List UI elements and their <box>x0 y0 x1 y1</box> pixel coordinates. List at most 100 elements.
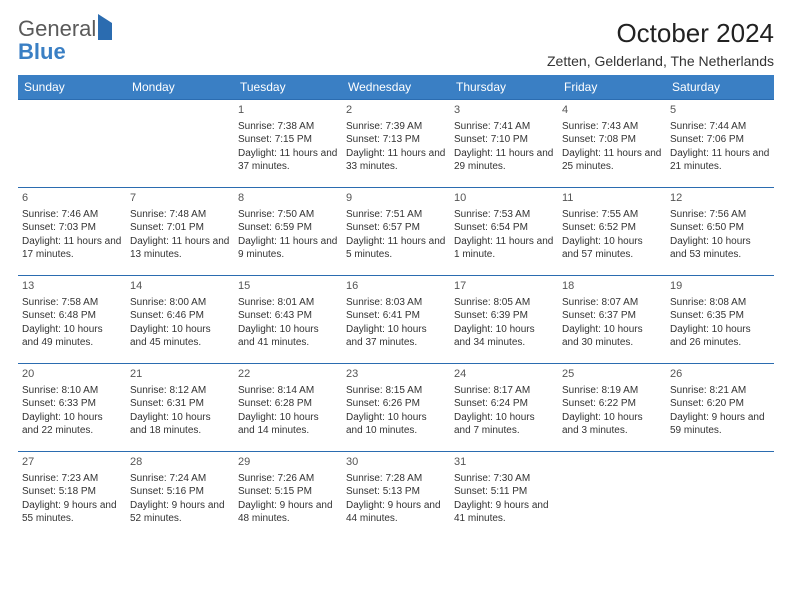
day-number: 22 <box>238 367 338 382</box>
day-number: 28 <box>130 455 230 470</box>
sunset-line: Sunset: 6:22 PM <box>562 397 662 411</box>
sunrise-line: Sunrise: 8:10 AM <box>22 384 122 398</box>
calendar-cell: 25Sunrise: 8:19 AMSunset: 6:22 PMDayligh… <box>558 364 666 452</box>
sunrise-line: Sunrise: 7:50 AM <box>238 208 338 222</box>
calendar-cell: 29Sunrise: 7:26 AMSunset: 5:15 PMDayligh… <box>234 452 342 540</box>
day-number: 23 <box>346 367 446 382</box>
day-number: 20 <box>22 367 122 382</box>
daylight-line: Daylight: 10 hours and 53 minutes. <box>670 235 770 262</box>
sunrise-line: Sunrise: 7:26 AM <box>238 472 338 486</box>
daylight-line: Daylight: 11 hours and 1 minute. <box>454 235 554 262</box>
calendar-cell: 5Sunrise: 7:44 AMSunset: 7:06 PMDaylight… <box>666 100 774 188</box>
sunrise-line: Sunrise: 7:23 AM <box>22 472 122 486</box>
sunrise-line: Sunrise: 7:56 AM <box>670 208 770 222</box>
day-number: 30 <box>346 455 446 470</box>
calendar-cell: 7Sunrise: 7:48 AMSunset: 7:01 PMDaylight… <box>126 188 234 276</box>
sunrise-line: Sunrise: 8:05 AM <box>454 296 554 310</box>
sunrise-line: Sunrise: 7:24 AM <box>130 472 230 486</box>
calendar-cell <box>126 100 234 188</box>
sunset-line: Sunset: 6:37 PM <box>562 309 662 323</box>
calendar-cell: 16Sunrise: 8:03 AMSunset: 6:41 PMDayligh… <box>342 276 450 364</box>
sunset-line: Sunset: 6:26 PM <box>346 397 446 411</box>
logo: General Blue <box>18 18 112 64</box>
sunset-line: Sunset: 6:39 PM <box>454 309 554 323</box>
calendar-cell: 12Sunrise: 7:56 AMSunset: 6:50 PMDayligh… <box>666 188 774 276</box>
day-number: 10 <box>454 191 554 206</box>
daylight-line: Daylight: 11 hours and 21 minutes. <box>670 147 770 174</box>
calendar-cell: 4Sunrise: 7:43 AMSunset: 7:08 PMDaylight… <box>558 100 666 188</box>
day-number: 18 <box>562 279 662 294</box>
day-header: Wednesday <box>342 75 450 100</box>
calendar-cell: 22Sunrise: 8:14 AMSunset: 6:28 PMDayligh… <box>234 364 342 452</box>
sunrise-line: Sunrise: 7:51 AM <box>346 208 446 222</box>
sunset-line: Sunset: 7:10 PM <box>454 133 554 147</box>
calendar-cell: 1Sunrise: 7:38 AMSunset: 7:15 PMDaylight… <box>234 100 342 188</box>
day-number: 29 <box>238 455 338 470</box>
sunset-line: Sunset: 6:50 PM <box>670 221 770 235</box>
sunset-line: Sunset: 6:57 PM <box>346 221 446 235</box>
calendar-row: 6Sunrise: 7:46 AMSunset: 7:03 PMDaylight… <box>18 188 774 276</box>
calendar-cell: 24Sunrise: 8:17 AMSunset: 6:24 PMDayligh… <box>450 364 558 452</box>
title-block: October 2024 Zetten, Gelderland, The Net… <box>547 18 774 69</box>
calendar-cell: 14Sunrise: 8:00 AMSunset: 6:46 PMDayligh… <box>126 276 234 364</box>
daylight-line: Daylight: 10 hours and 41 minutes. <box>238 323 338 350</box>
sunset-line: Sunset: 5:16 PM <box>130 485 230 499</box>
day-number: 1 <box>238 103 338 118</box>
day-header: Thursday <box>450 75 558 100</box>
calendar-cell: 31Sunrise: 7:30 AMSunset: 5:11 PMDayligh… <box>450 452 558 540</box>
sunset-line: Sunset: 6:33 PM <box>22 397 122 411</box>
sunrise-line: Sunrise: 8:03 AM <box>346 296 446 310</box>
calendar-cell: 11Sunrise: 7:55 AMSunset: 6:52 PMDayligh… <box>558 188 666 276</box>
calendar-cell: 6Sunrise: 7:46 AMSunset: 7:03 PMDaylight… <box>18 188 126 276</box>
day-number: 13 <box>22 279 122 294</box>
calendar-row: 13Sunrise: 7:58 AMSunset: 6:48 PMDayligh… <box>18 276 774 364</box>
calendar-table: SundayMondayTuesdayWednesdayThursdayFrid… <box>18 75 774 540</box>
calendar-cell: 10Sunrise: 7:53 AMSunset: 6:54 PMDayligh… <box>450 188 558 276</box>
sunset-line: Sunset: 6:43 PM <box>238 309 338 323</box>
sunset-line: Sunset: 7:08 PM <box>562 133 662 147</box>
sunrise-line: Sunrise: 7:44 AM <box>670 120 770 134</box>
sunrise-line: Sunrise: 8:12 AM <box>130 384 230 398</box>
sunset-line: Sunset: 7:03 PM <box>22 221 122 235</box>
daylight-line: Daylight: 11 hours and 25 minutes. <box>562 147 662 174</box>
day-header: Saturday <box>666 75 774 100</box>
day-number: 26 <box>670 367 770 382</box>
sunrise-line: Sunrise: 8:19 AM <box>562 384 662 398</box>
sunset-line: Sunset: 5:18 PM <box>22 485 122 499</box>
daylight-line: Daylight: 9 hours and 52 minutes. <box>130 499 230 526</box>
sunrise-line: Sunrise: 7:55 AM <box>562 208 662 222</box>
daylight-line: Daylight: 9 hours and 59 minutes. <box>670 411 770 438</box>
calendar-cell <box>18 100 126 188</box>
daylight-line: Daylight: 11 hours and 5 minutes. <box>346 235 446 262</box>
logo-triangle-icon <box>98 14 112 40</box>
sunrise-line: Sunrise: 7:53 AM <box>454 208 554 222</box>
month-title: October 2024 <box>547 18 774 49</box>
daylight-line: Daylight: 9 hours and 41 minutes. <box>454 499 554 526</box>
day-header: Sunday <box>18 75 126 100</box>
daylight-line: Daylight: 10 hours and 57 minutes. <box>562 235 662 262</box>
sunset-line: Sunset: 7:06 PM <box>670 133 770 147</box>
calendar-row: 1Sunrise: 7:38 AMSunset: 7:15 PMDaylight… <box>18 100 774 188</box>
day-number: 8 <box>238 191 338 206</box>
sunset-line: Sunset: 6:46 PM <box>130 309 230 323</box>
sunset-line: Sunset: 6:48 PM <box>22 309 122 323</box>
calendar-cell <box>558 452 666 540</box>
sunset-line: Sunset: 6:24 PM <box>454 397 554 411</box>
day-number: 24 <box>454 367 554 382</box>
location: Zetten, Gelderland, The Netherlands <box>547 53 774 69</box>
daylight-line: Daylight: 11 hours and 37 minutes. <box>238 147 338 174</box>
header: General Blue October 2024 Zetten, Gelder… <box>18 18 774 69</box>
daylight-line: Daylight: 10 hours and 37 minutes. <box>346 323 446 350</box>
sunrise-line: Sunrise: 7:46 AM <box>22 208 122 222</box>
day-number: 31 <box>454 455 554 470</box>
calendar-cell: 27Sunrise: 7:23 AMSunset: 5:18 PMDayligh… <box>18 452 126 540</box>
daylight-line: Daylight: 10 hours and 22 minutes. <box>22 411 122 438</box>
sunrise-line: Sunrise: 8:21 AM <box>670 384 770 398</box>
sunset-line: Sunset: 6:20 PM <box>670 397 770 411</box>
daylight-line: Daylight: 10 hours and 45 minutes. <box>130 323 230 350</box>
sunrise-line: Sunrise: 7:38 AM <box>238 120 338 134</box>
sunrise-line: Sunrise: 7:43 AM <box>562 120 662 134</box>
calendar-cell: 8Sunrise: 7:50 AMSunset: 6:59 PMDaylight… <box>234 188 342 276</box>
daylight-line: Daylight: 9 hours and 55 minutes. <box>22 499 122 526</box>
calendar-cell: 9Sunrise: 7:51 AMSunset: 6:57 PMDaylight… <box>342 188 450 276</box>
